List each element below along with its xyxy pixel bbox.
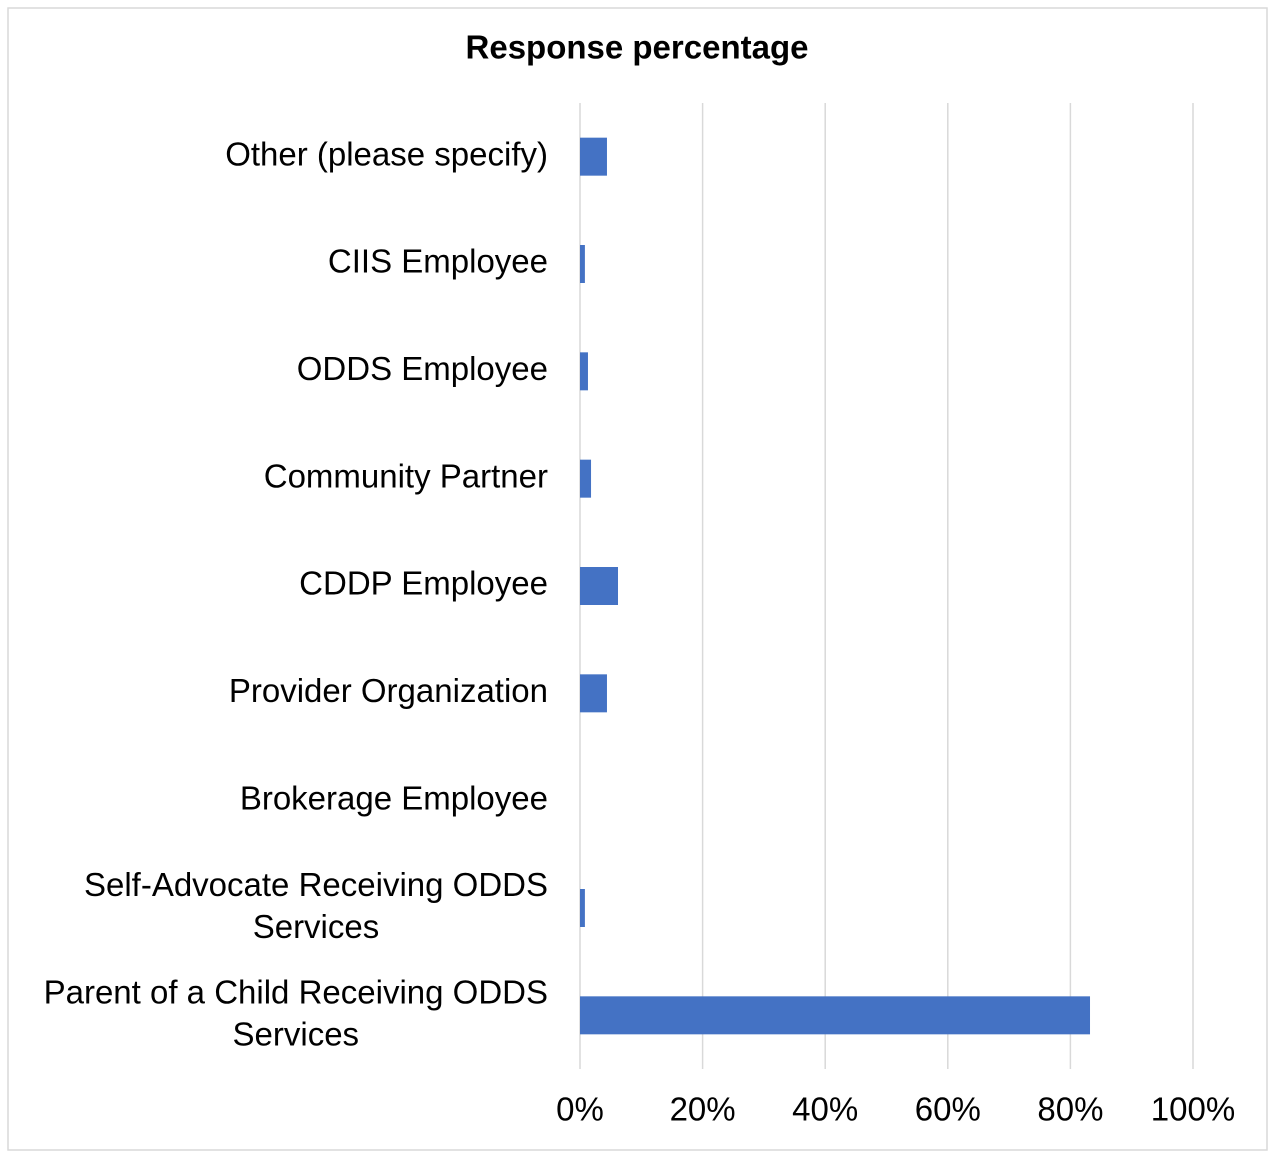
- bar: [580, 674, 607, 713]
- y-tick-label: CDDP Employee: [299, 565, 548, 602]
- y-tick-label: ODDS Employee: [297, 350, 548, 387]
- y-tick-label: Other (please specify): [225, 135, 548, 172]
- y-tick-label: Brokerage Employee: [240, 779, 548, 816]
- x-tick-label: 0%: [556, 1091, 604, 1128]
- bar: [580, 889, 585, 927]
- x-tick-label: 20%: [670, 1091, 736, 1128]
- y-tick-label: Community Partner: [264, 457, 548, 494]
- bar: [580, 459, 592, 498]
- y-tick-label: Self-Advocate Receiving ODDS Services: [84, 866, 548, 945]
- chart-title: Response percentage: [466, 29, 809, 66]
- bar: [580, 352, 588, 391]
- bar: [580, 137, 607, 176]
- bar: [580, 996, 1091, 1035]
- chart-frame: [7, 7, 1268, 1151]
- x-tick-label: 40%: [792, 1091, 858, 1128]
- y-tick-label: CIIS Employee: [328, 243, 548, 280]
- x-tick-label: 80%: [1037, 1091, 1103, 1128]
- bar: [580, 567, 619, 605]
- x-tick-label: 100%: [1151, 1091, 1235, 1128]
- x-tick-label: 60%: [915, 1091, 981, 1128]
- y-tick-label: Parent of a Child Receiving ODDS Services: [44, 973, 548, 1052]
- y-tick-label: Provider Organization: [229, 672, 548, 709]
- bar: [580, 245, 585, 283]
